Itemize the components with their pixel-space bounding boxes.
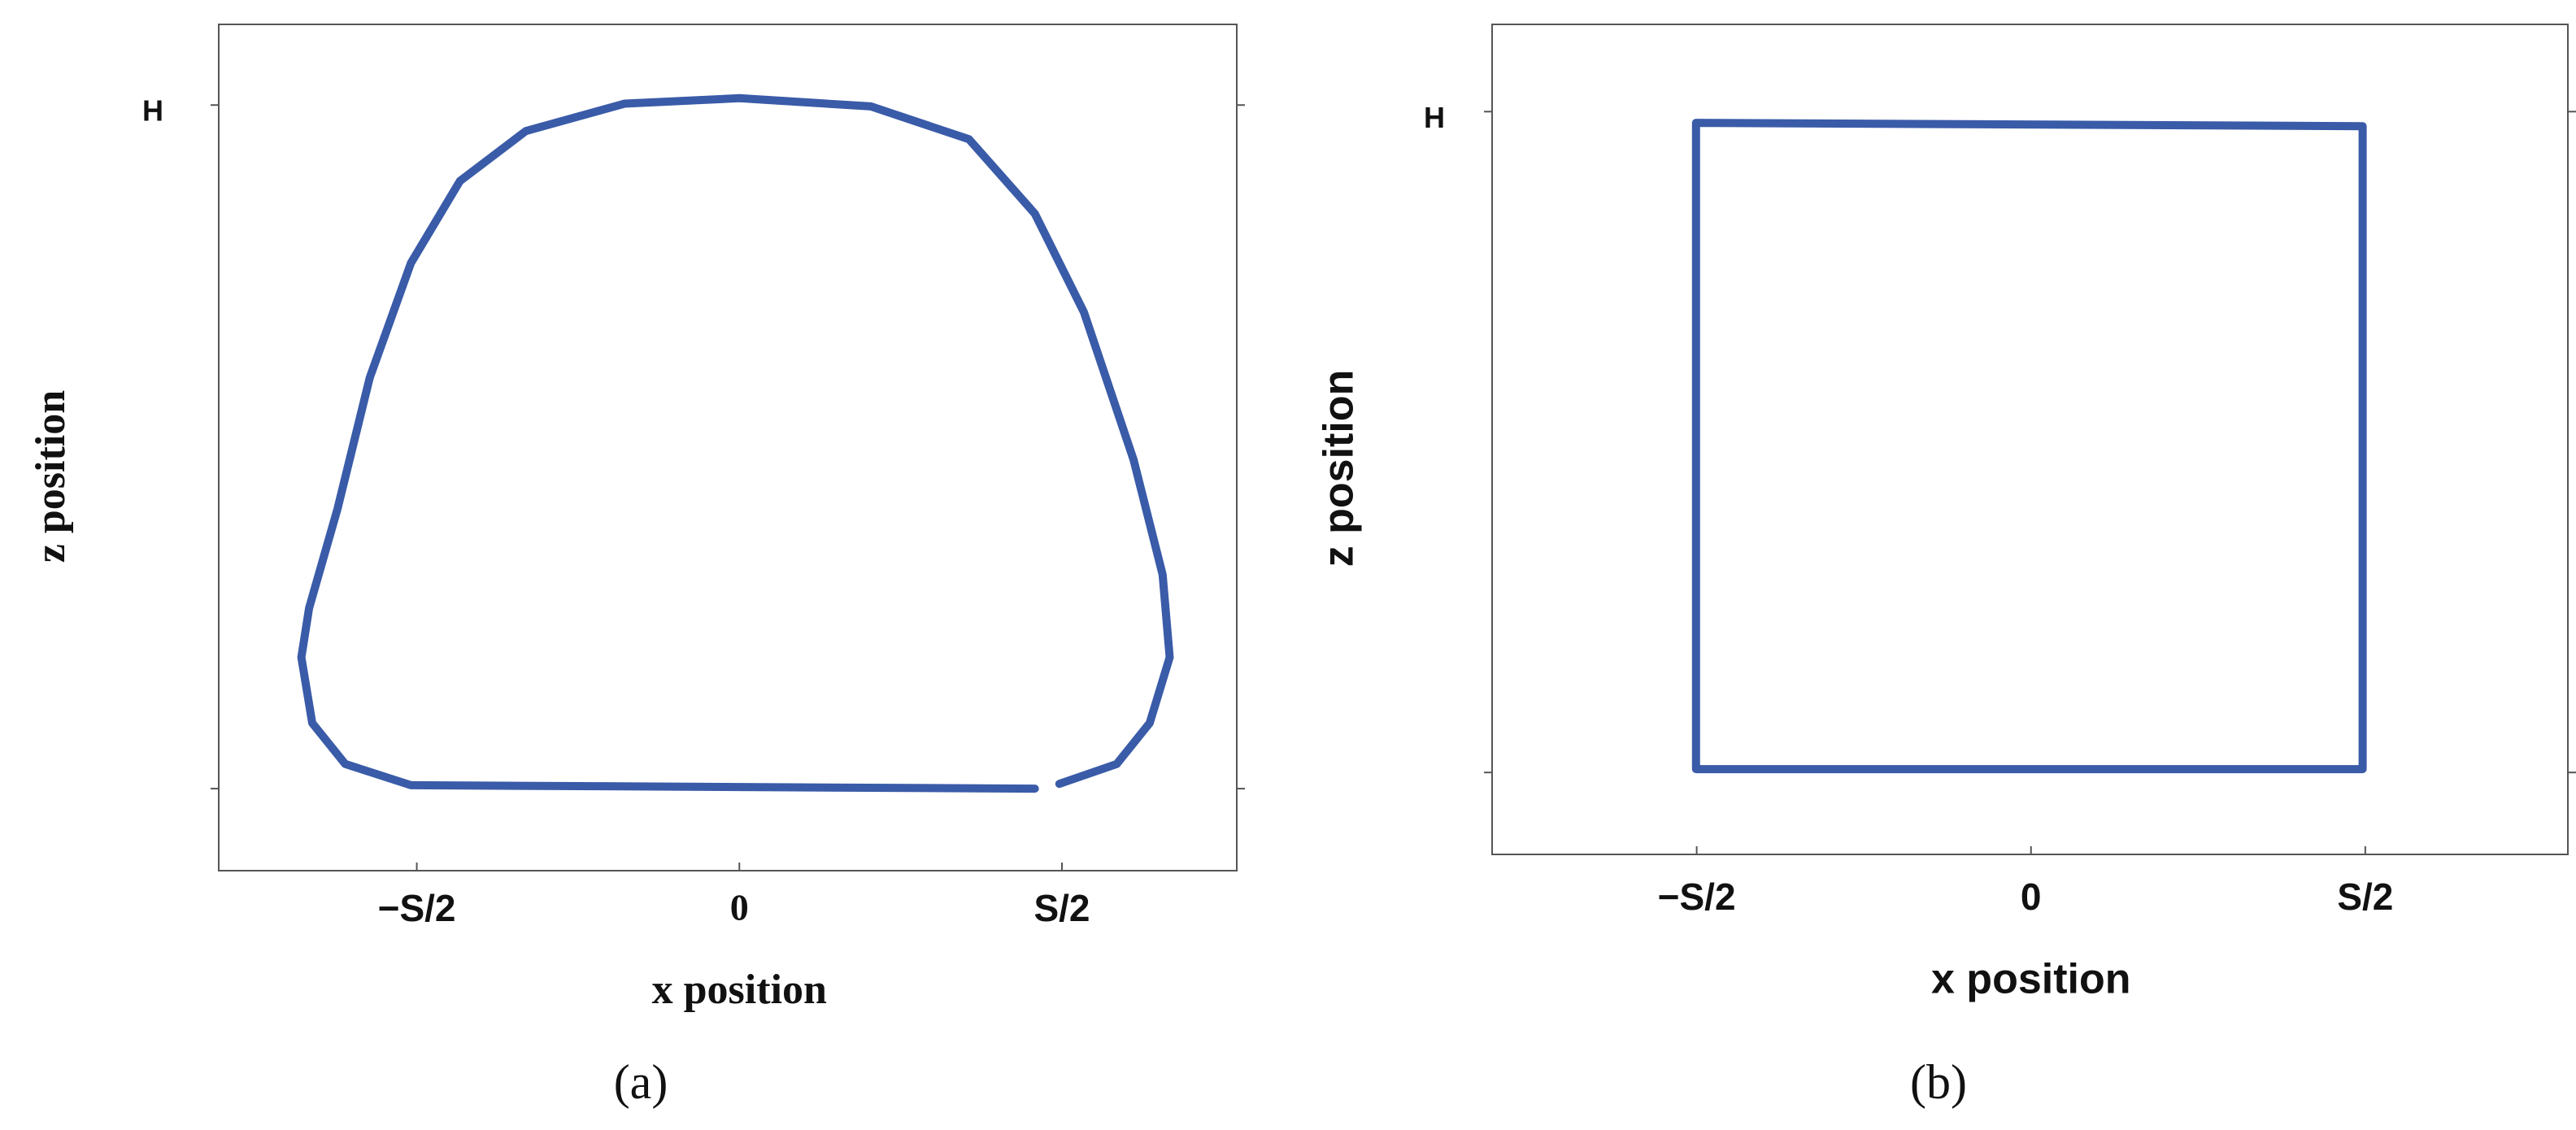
plot-frame [218, 24, 1238, 871]
x-axis-label: x position [652, 967, 827, 1013]
x-tick-label: −S/2 [1658, 876, 1736, 918]
y-axis-label: z position [1316, 370, 1363, 567]
trajectory [1691, 119, 2367, 774]
panel-caption: (b) [1910, 1055, 1967, 1109]
y-tick-label: H [142, 94, 163, 128]
plot-frame [1491, 24, 2569, 855]
x-tick-label: −S/2 [378, 887, 456, 929]
x-axis-label: x position [1931, 956, 2131, 1003]
x-tick-label: S/2 [2337, 876, 2393, 918]
x-tick-label: S/2 [1033, 887, 1090, 929]
x-tick-label: 0 [730, 887, 749, 928]
x-tick-label: 0 [2021, 876, 2042, 918]
trajectory [297, 93, 1174, 793]
y-axis-label: z position [28, 390, 74, 563]
y-tick-label: H [1424, 101, 1445, 134]
panel-caption: (a) [614, 1055, 668, 1109]
